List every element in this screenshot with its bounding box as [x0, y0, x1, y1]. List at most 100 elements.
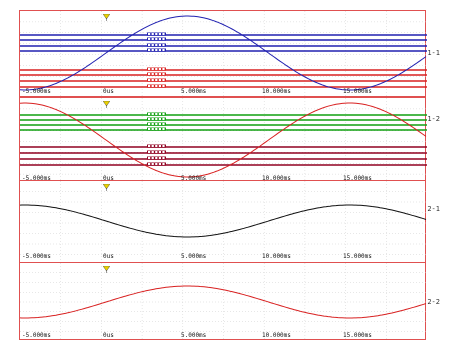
- logic-glyph: [148, 33, 151, 35]
- time-tick-label: 10.000ms: [262, 175, 291, 182]
- time-tick-label: 5.000ms: [181, 332, 207, 339]
- logic-glyph: [155, 44, 158, 46]
- waveform-plot-1-2: [20, 98, 427, 185]
- logic-glyph: [151, 145, 154, 147]
- trigger-marker-icon[interactable]: [103, 101, 110, 108]
- logic-glyph: [148, 85, 151, 87]
- logic-glyph: [151, 128, 154, 130]
- logic-glyph: [162, 123, 165, 125]
- waveform-plot-2-1: [20, 181, 427, 265]
- logic-glyph: [151, 123, 154, 125]
- logic-glyph: [151, 68, 154, 70]
- logic-glyph: [155, 157, 158, 159]
- logic-glyph: [148, 44, 151, 46]
- logic-glyph: [148, 118, 151, 120]
- logic-glyph: [162, 49, 165, 51]
- logic-glyph: [158, 85, 161, 87]
- trigger-marker-icon[interactable]: [103, 14, 110, 21]
- time-tick-label: 15.000ms: [343, 175, 372, 182]
- logic-glyph: [155, 151, 158, 153]
- channel-panel-2-2[interactable]: 2-2 -5.000ms 0us 5.000ms 10.000ms 15.000…: [19, 262, 440, 341]
- grid: [20, 98, 427, 185]
- time-tick-label: 5.000ms: [181, 253, 207, 260]
- logic-glyph: [158, 157, 161, 159]
- logic-glyph: [162, 33, 165, 35]
- channel-panel-2-1[interactable]: 2-1 -5.000ms 0us 5.000ms 10.000ms 15.000…: [19, 180, 440, 265]
- logic-glyph: [155, 73, 158, 75]
- time-tick-label: 0us: [103, 253, 114, 260]
- time-tick-label: 15.000ms: [343, 332, 372, 339]
- time-tick-label: 0us: [103, 175, 114, 182]
- logic-glyph: [148, 128, 151, 130]
- trigger-marker-icon[interactable]: [103, 266, 110, 273]
- logic-glyph: [158, 123, 161, 125]
- logic-glyph: [158, 145, 161, 147]
- logic-glyph: [158, 44, 161, 46]
- logic-glyph: [162, 85, 165, 87]
- logic-glyph: [162, 73, 165, 75]
- logic-glyph: [148, 79, 151, 81]
- logic-glyph: [162, 38, 165, 40]
- channel-panel-1-2[interactable]: 1-2 -5.000ms 0us 5.000ms 10.000ms 15.000…: [19, 97, 440, 185]
- logic-glyph: [158, 128, 161, 130]
- logic-glyph: [148, 38, 151, 40]
- logic-glyph: [162, 128, 165, 130]
- time-tick-label: -5.000ms: [22, 175, 51, 182]
- logic-glyph: [148, 151, 151, 153]
- logic-glyph: [151, 73, 154, 75]
- grid: [20, 263, 427, 341]
- logic-glyph: [158, 79, 161, 81]
- logic-glyph: [151, 151, 154, 153]
- channel-panel-1-1[interactable]: 1-1 -5.000ms 0us 5.000ms 10.000ms 15.000…: [19, 10, 440, 98]
- channel-label: 1-1: [427, 49, 440, 57]
- logic-glyph: [151, 85, 154, 87]
- logic-glyph: [155, 163, 158, 165]
- waveform-plot-2-2: [20, 263, 427, 341]
- time-tick-label: -5.000ms: [22, 253, 51, 260]
- channel-label: 2-1: [427, 205, 440, 213]
- logic-glyph: [148, 123, 151, 125]
- time-tick-label: 10.000ms: [262, 88, 291, 95]
- logic-glyph: [162, 145, 165, 147]
- logic-glyph: [162, 79, 165, 81]
- logic-glyph: [151, 33, 154, 35]
- logic-glyph: [155, 33, 158, 35]
- logic-glyph: [151, 157, 154, 159]
- logic-glyph: [162, 151, 165, 153]
- logic-glyph: [162, 68, 165, 70]
- logic-glyph: [158, 151, 161, 153]
- logic-glyph: [155, 123, 158, 125]
- logic-glyph: [155, 49, 158, 51]
- logic-glyph: [155, 113, 158, 115]
- channel-label: 2-2: [427, 298, 440, 306]
- logic-glyph: [148, 68, 151, 70]
- logic-glyph: [151, 113, 154, 115]
- logic-glyph: [158, 163, 161, 165]
- waveform-trace: [20, 15, 427, 91]
- logic-glyph: [162, 113, 165, 115]
- time-tick-label: -5.000ms: [22, 332, 51, 339]
- time-tick-label: 10.000ms: [262, 332, 291, 339]
- grid: [20, 11, 427, 98]
- logic-glyph: [148, 73, 151, 75]
- logic-glyph: [151, 163, 154, 165]
- trigger-marker-icon[interactable]: [103, 184, 110, 191]
- time-tick-label: 15.000ms: [343, 88, 372, 95]
- logic-glyph: [151, 38, 154, 40]
- time-tick-label: 10.000ms: [262, 253, 291, 260]
- logic-glyph: [148, 113, 151, 115]
- waveform-trace: [20, 285, 427, 319]
- logic-glyph: [158, 49, 161, 51]
- logic-glyph: [162, 118, 165, 120]
- logic-glyph: [155, 38, 158, 40]
- logic-glyph: [155, 68, 158, 70]
- logic-glyph: [158, 38, 161, 40]
- time-tick-label: 5.000ms: [181, 88, 207, 95]
- channel-label: 1-2: [427, 115, 440, 123]
- logic-glyph: [148, 157, 151, 159]
- logic-glyph: [158, 73, 161, 75]
- logic-glyph: [155, 145, 158, 147]
- logic-glyph: [162, 44, 165, 46]
- logic-glyph: [155, 85, 158, 87]
